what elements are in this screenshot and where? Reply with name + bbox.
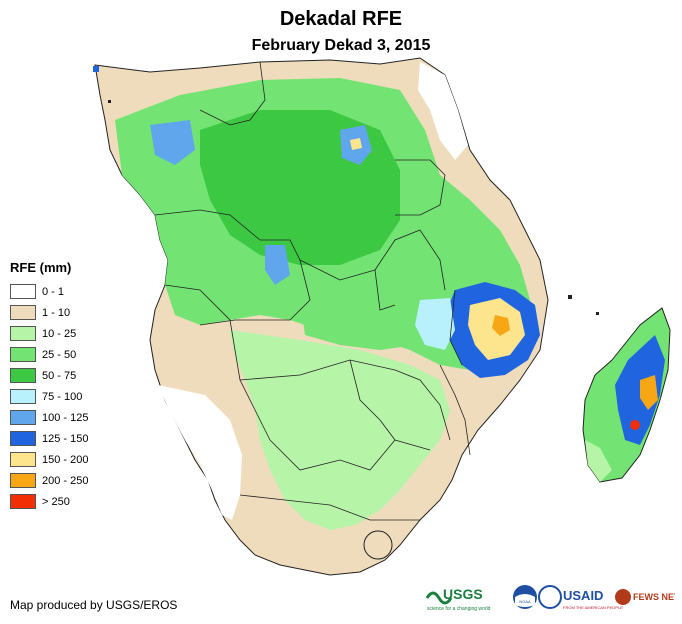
island-seychelles (596, 312, 599, 315)
legend-item: 10 - 25 (10, 323, 88, 344)
legend-label: 25 - 50 (42, 348, 77, 361)
island-bioko (93, 66, 99, 72)
noaa-logo: NOAA (513, 585, 537, 609)
legend-item: > 250 (10, 491, 88, 512)
rain-cell-dot (350, 138, 362, 150)
legend-label: 75 - 100 (42, 390, 83, 403)
legend-label: 10 - 25 (42, 327, 77, 340)
legend-swatch (10, 389, 36, 404)
legend-swatch (10, 410, 36, 425)
island-comoros (568, 295, 572, 299)
legend-item: 75 - 100 (10, 386, 88, 407)
madagascar-max (630, 420, 640, 430)
madagascar-south-dry (585, 440, 612, 482)
moderate-rain-lake (415, 298, 455, 350)
island-sao-tome (108, 100, 111, 103)
usgs-label: USGS (443, 586, 483, 602)
legend-title: RFE (mm) (10, 260, 72, 275)
legend-swatch (10, 452, 36, 467)
legend-swatch (10, 368, 36, 383)
madagascar-peak (640, 375, 658, 410)
usgs-tagline: science for a changing world (427, 606, 491, 612)
legend-swatch (10, 284, 36, 299)
legend-swatch (10, 347, 36, 362)
fewsnet-label: FEWS NET (633, 592, 675, 602)
highland-ring (363, 530, 393, 560)
legend-item: 50 - 75 (10, 365, 88, 386)
legend-label: 50 - 75 (42, 369, 77, 382)
legend-label: > 250 (42, 495, 70, 508)
map-subtitle: February Dekad 3, 2015 (251, 37, 431, 54)
legend-swatch (10, 326, 36, 341)
legend-item: 125 - 150 (10, 428, 88, 449)
legend-label: 200 - 250 (42, 474, 89, 487)
legend-item: 200 - 250 (10, 470, 88, 491)
land-layer (93, 57, 671, 576)
fewsnet-logo: FEWS NET (615, 589, 675, 605)
legend-item: 0 - 1 (10, 281, 88, 302)
dry-region-east (418, 62, 468, 160)
legend-label: 1 - 10 (42, 306, 71, 319)
map-title: Dekadal RFE (279, 8, 403, 30)
legend-item: 25 - 50 (10, 344, 88, 365)
usgs-wave-icon (425, 591, 453, 605)
rain-cell-west (265, 245, 290, 285)
legend-label: 150 - 200 (42, 453, 89, 466)
legend-item: 1 - 10 (10, 302, 88, 323)
map-credit: Map produced by USGS/EROS (10, 598, 178, 612)
legend-swatch (10, 305, 36, 320)
legend-label: 125 - 150 (42, 432, 89, 445)
agency-logos: USGS science for a changing world NOAA U… (425, 585, 675, 612)
legend-item: 100 - 125 (10, 407, 88, 428)
wet-region-zambia (300, 295, 420, 350)
legend-swatch (10, 494, 36, 509)
legend: RFE (mm) 0 - 1 1 - 10 10 - 25 25 - 50 50 - 7… (10, 260, 88, 512)
legend-rows: 0 - 1 1 - 10 10 - 25 25 - 50 50 - 75 75 - 100… (10, 281, 88, 512)
wet-region-south (230, 330, 450, 530)
legend-swatch (10, 473, 36, 488)
noaa-label: NOAA (519, 599, 531, 604)
usaid-tagline: FROM THE AMERICAN PEOPLE (563, 605, 623, 610)
legend-label: 100 - 125 (42, 411, 89, 424)
usaid-label: USAID (563, 588, 603, 603)
legend-item: 150 - 200 (10, 449, 88, 470)
dry-region-west (158, 385, 242, 520)
country-borders (154, 61, 471, 521)
usgs-logo: USGS science for a changing world (425, 586, 491, 612)
usaid-logo: USAID FROM THE AMERICAN PEOPLE (538, 585, 623, 610)
legend-label: 0 - 1 (42, 285, 65, 298)
heavy-rain-peak (492, 315, 510, 336)
legend-swatch (10, 431, 36, 446)
rain-cell-north (150, 120, 195, 165)
